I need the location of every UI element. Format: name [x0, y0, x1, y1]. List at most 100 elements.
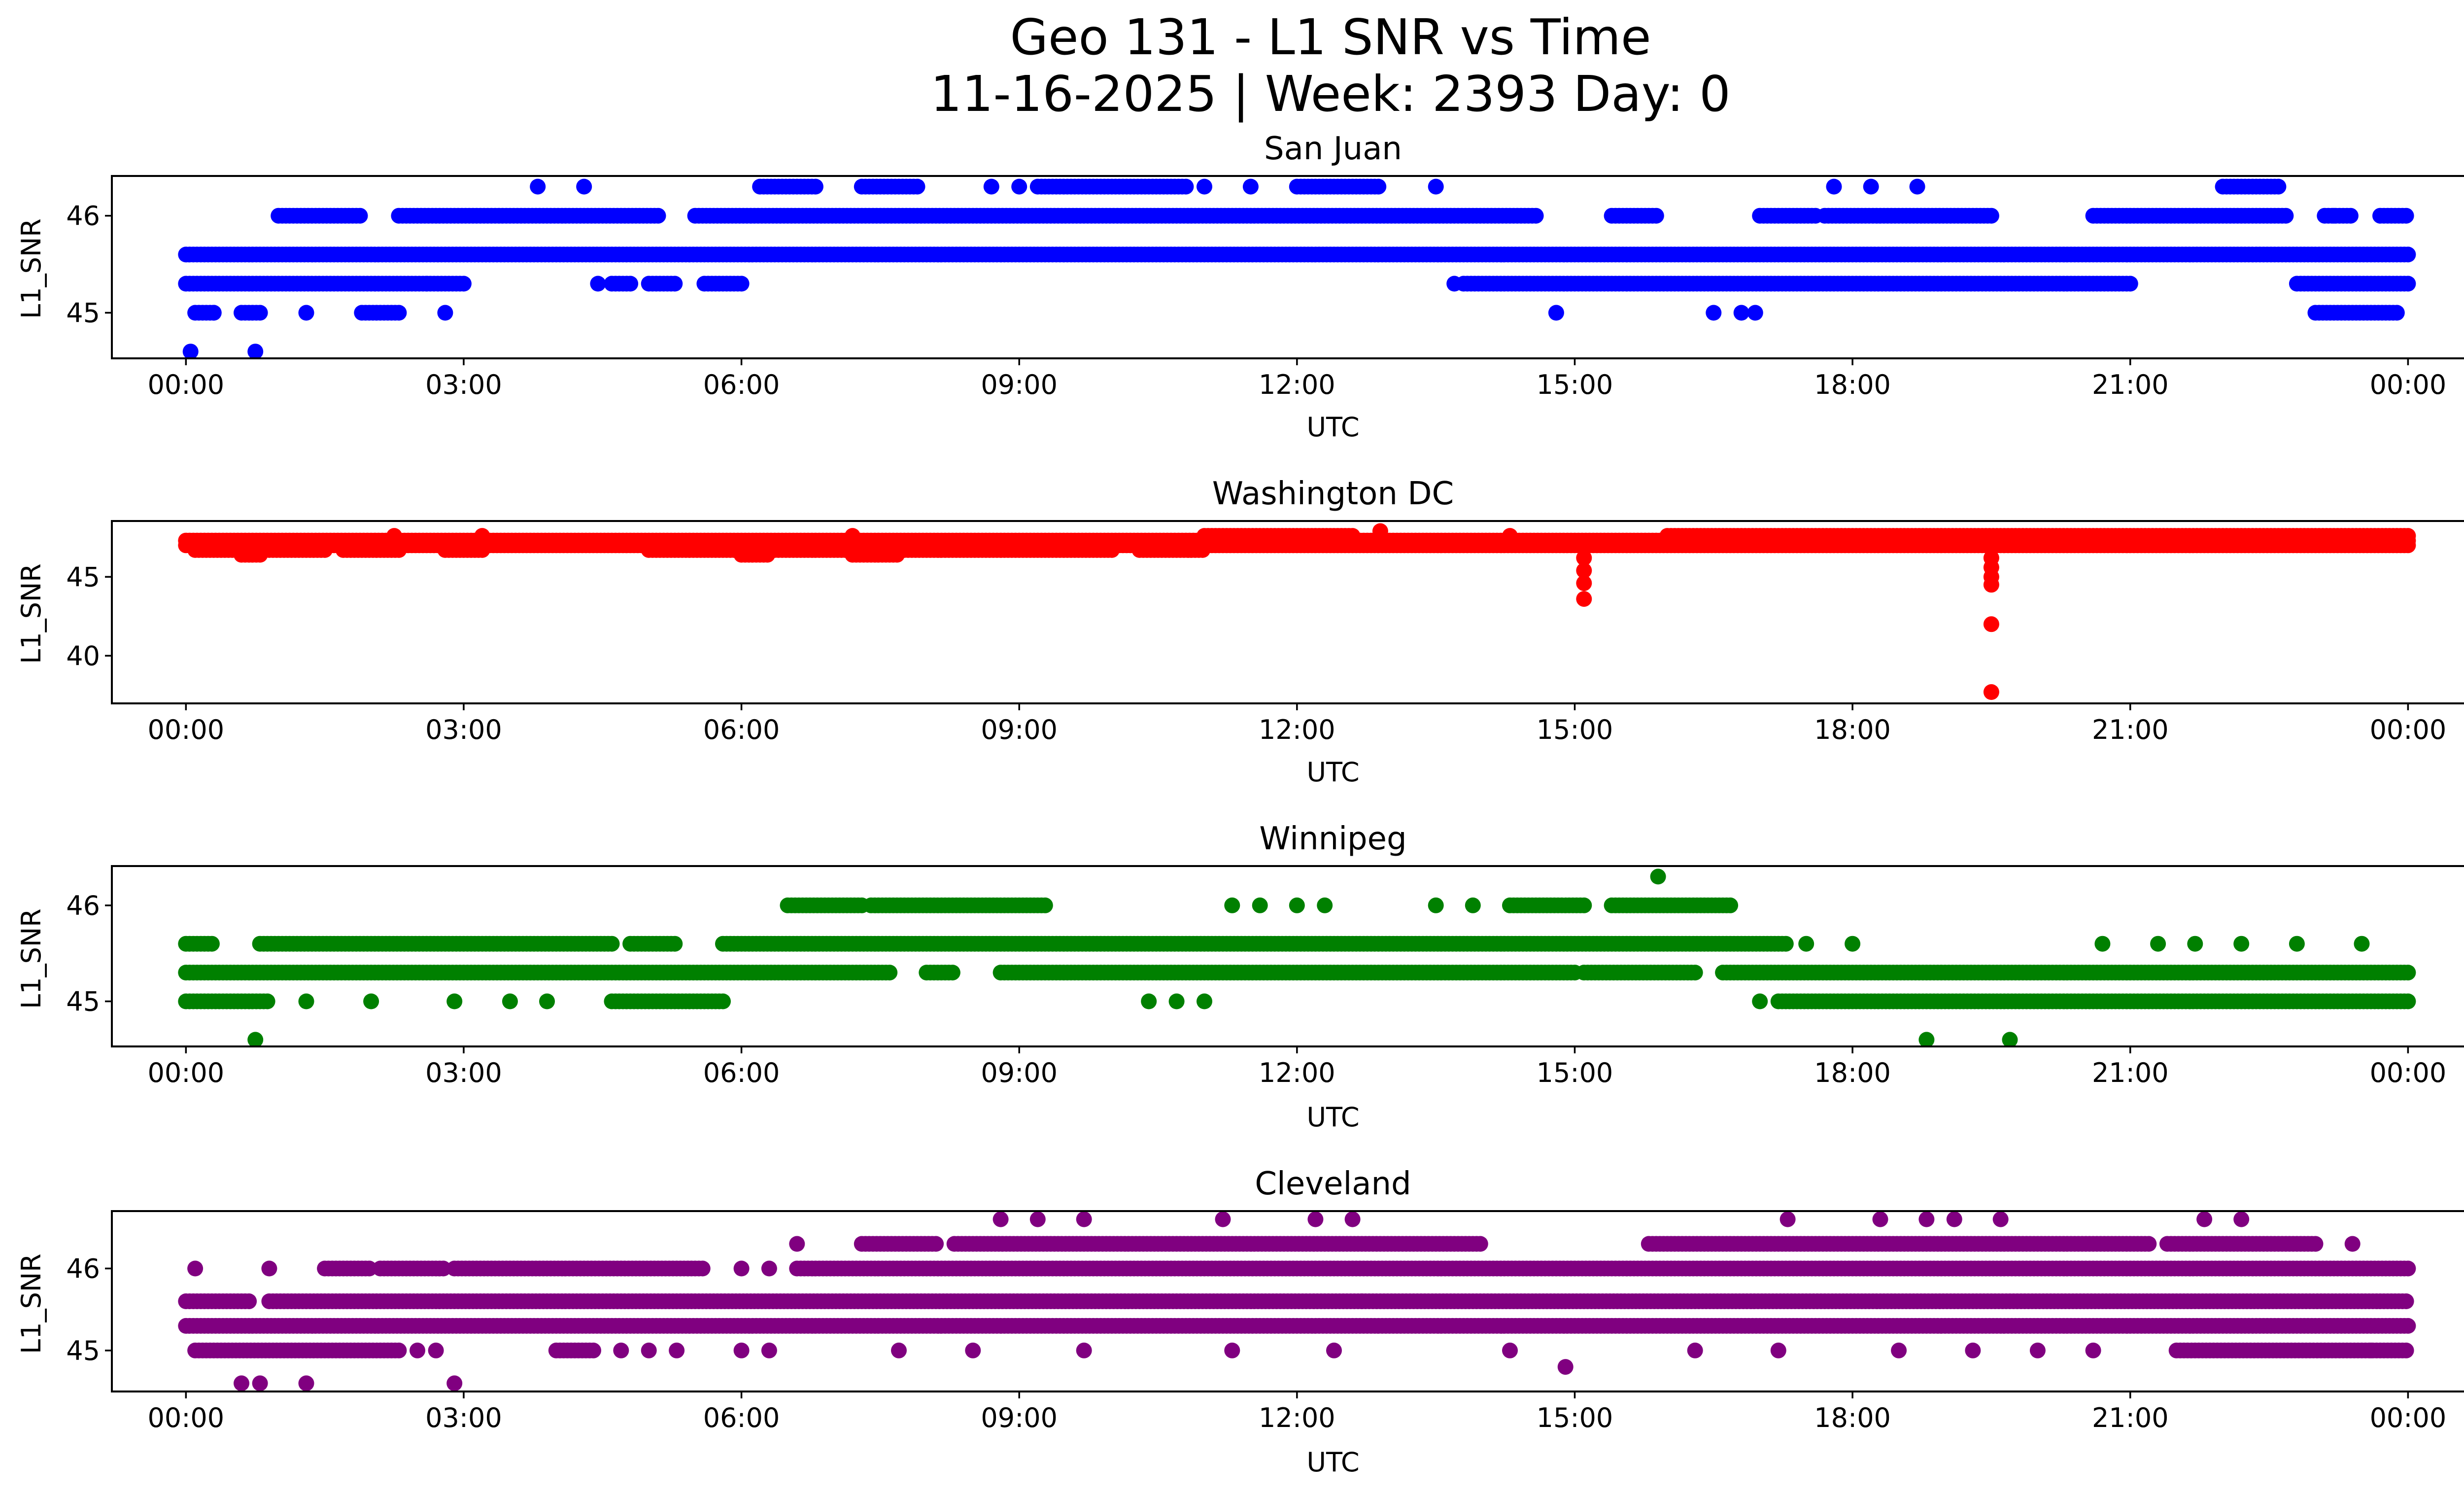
axes-frame	[111, 520, 2464, 704]
data-point	[590, 276, 606, 292]
x-tick-label: 09:00	[981, 714, 1058, 745]
subplot-san-juan: San Juan UTC L1_SNR 00:00 03:00 06:00 09:00…	[16, 131, 2464, 443]
data-point	[455, 276, 472, 292]
x-tick-label: 03:00	[425, 1057, 502, 1088]
data-point	[1195, 542, 1211, 558]
y-axis-label: L1_SNR	[16, 218, 47, 319]
data-point	[437, 305, 453, 321]
data-point	[2389, 305, 2405, 321]
data-point	[622, 276, 639, 292]
data-point	[1502, 528, 1518, 544]
data-point	[1528, 208, 1544, 224]
data-point	[1317, 897, 1333, 913]
data-point	[1037, 897, 1053, 913]
y-tick-label: 45	[66, 561, 100, 592]
data-point	[1863, 178, 1879, 195]
data-point	[2289, 936, 2305, 952]
data-point	[1648, 208, 1664, 224]
data-point	[944, 965, 960, 981]
data-point	[882, 965, 898, 981]
x-tick-label: 00:00	[147, 1057, 224, 1088]
x-tick-label: 00:00	[147, 369, 224, 400]
data-point	[530, 178, 546, 195]
y-axis-label: L1_SNR	[16, 1253, 47, 1354]
data-point	[298, 993, 314, 1009]
data-point	[1650, 869, 1666, 885]
data-point	[2233, 936, 2250, 952]
x-tick-label: 21:00	[2092, 1057, 2169, 1088]
data-point	[1576, 550, 1592, 566]
data-point	[650, 208, 666, 224]
data-point	[576, 178, 592, 195]
y-axis-label: L1_SNR	[16, 563, 47, 664]
data-point	[733, 276, 750, 292]
data-point	[252, 547, 268, 563]
data-point	[1344, 528, 1361, 544]
y-axis-label: L1_SNR	[16, 908, 47, 1009]
x-axis-label: UTC	[1306, 412, 1359, 443]
data-point	[1178, 178, 1194, 195]
data-point	[1576, 591, 1592, 607]
data-point	[1576, 575, 1592, 591]
data-points	[178, 178, 2416, 358]
data-point	[2326, 208, 2342, 224]
data-point	[1465, 897, 1481, 913]
data-point	[1798, 936, 1814, 952]
data-point	[474, 542, 490, 558]
data-point	[2187, 936, 2203, 952]
data-point	[1428, 178, 1444, 195]
data-point	[1548, 305, 1564, 321]
y-tick-label: 45	[66, 986, 100, 1017]
data-point	[317, 542, 333, 558]
subplot-cleveland: Cleveland UTC L1_SNR 00:00 03:00 06:00 09:0…	[16, 1166, 2464, 1478]
data-point	[2400, 965, 2416, 981]
data-point	[204, 936, 220, 952]
data-point	[247, 344, 264, 358]
x-tick-label: 09:00	[981, 369, 1058, 400]
data-point	[2400, 276, 2416, 292]
x-tick-label: 21:00	[2092, 714, 2169, 745]
data-point	[1224, 897, 1240, 913]
x-tick-label: 06:00	[703, 369, 780, 400]
x-tick-label: 18:00	[1814, 369, 1891, 400]
data-point	[807, 178, 823, 195]
data-point	[1576, 897, 1592, 913]
data-point	[2400, 246, 2416, 263]
data-point	[391, 305, 407, 321]
x-tick-label: 06:00	[703, 1057, 780, 1088]
y-tick-label: 46	[66, 890, 100, 921]
data-point	[1747, 305, 1763, 321]
data-point	[1983, 684, 1999, 700]
data-point	[252, 305, 268, 321]
data-point	[1372, 523, 1388, 539]
data-point	[2354, 936, 2370, 952]
data-point	[2278, 208, 2294, 224]
data-point	[1778, 936, 1794, 952]
data-point	[1687, 965, 1703, 981]
subplot-title: Cleveland	[1255, 1166, 1411, 1202]
data-point	[502, 993, 518, 1009]
data-point	[259, 993, 275, 1009]
data-point	[1141, 993, 1157, 1009]
data-point	[1909, 178, 1925, 195]
axes-frame	[111, 175, 2464, 359]
data-point	[205, 305, 222, 321]
data-points	[178, 1211, 2416, 1391]
data-point	[352, 208, 368, 224]
x-tick-label: 03:00	[425, 369, 502, 400]
subplot-title: Winnipeg	[1259, 821, 1406, 857]
x-tick-label: 03:00	[425, 714, 502, 745]
data-point	[2002, 1032, 2018, 1046]
data-point	[386, 528, 402, 544]
subplot-title: Washington DC	[1212, 476, 1454, 512]
x-tick-label: 00:00	[2370, 369, 2447, 400]
x-tick-label: 18:00	[1814, 1057, 1891, 1088]
data-point	[363, 993, 379, 1009]
figure-title-line-2: 11-16-2025 | Week: 2393 Day: 0	[930, 65, 1730, 123]
data-point	[759, 547, 776, 563]
data-point	[298, 305, 314, 321]
figure-title-line-1: Geo 131 - L1 SNR vs Time	[1010, 8, 1651, 66]
data-point	[2150, 936, 2166, 952]
data-point	[391, 542, 407, 558]
data-point	[909, 178, 925, 195]
